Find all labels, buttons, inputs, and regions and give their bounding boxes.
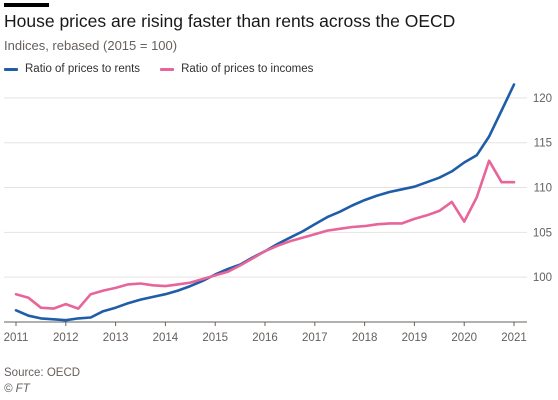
legend-swatch-rents xyxy=(4,67,18,71)
chart-subtitle: Indices, rebased (2015 = 100) xyxy=(4,38,178,53)
legend: Ratio of prices to rents Ratio of prices… xyxy=(4,63,333,75)
chart-title: House prices are rising faster than rent… xyxy=(4,11,456,31)
series-line-prices-to-incomes xyxy=(14,159,516,310)
x-tick-label: 2015 xyxy=(202,332,228,344)
x-tick-label: 2013 xyxy=(103,332,129,344)
x-tick-label: 2011 xyxy=(4,332,29,344)
series-line-prices-to-rents xyxy=(14,83,516,322)
y-tick-label: 100 xyxy=(533,272,552,284)
x-tick-label: 2021 xyxy=(501,332,527,344)
legend-swatch-incomes xyxy=(160,67,175,71)
y-tick-label: 110 xyxy=(534,183,552,195)
x-tick-label: 2014 xyxy=(153,332,179,344)
legend-item-incomes: Ratio of prices to incomes xyxy=(160,63,313,75)
x-tick-label: 2016 xyxy=(252,332,278,344)
source-note: Source: OECD xyxy=(4,367,81,379)
x-tick-label: 2018 xyxy=(352,332,378,344)
x-tick-label: 2019 xyxy=(402,332,428,344)
top-rule xyxy=(4,3,49,7)
credit-note: © FT xyxy=(4,383,30,395)
legend-label-incomes: Ratio of prices to incomes xyxy=(181,63,314,75)
legend-item-rents: Ratio of prices to rents xyxy=(4,63,140,75)
y-tick-label: 120 xyxy=(533,93,552,105)
x-tick-label: 2012 xyxy=(53,332,79,344)
y-tick-label: 105 xyxy=(533,227,552,239)
legend-label-rents: Ratio of prices to rents xyxy=(25,63,141,75)
x-tick-label: 2017 xyxy=(302,332,328,344)
x-tick-label: 2020 xyxy=(451,332,477,344)
y-tick-label: 115 xyxy=(534,138,552,150)
